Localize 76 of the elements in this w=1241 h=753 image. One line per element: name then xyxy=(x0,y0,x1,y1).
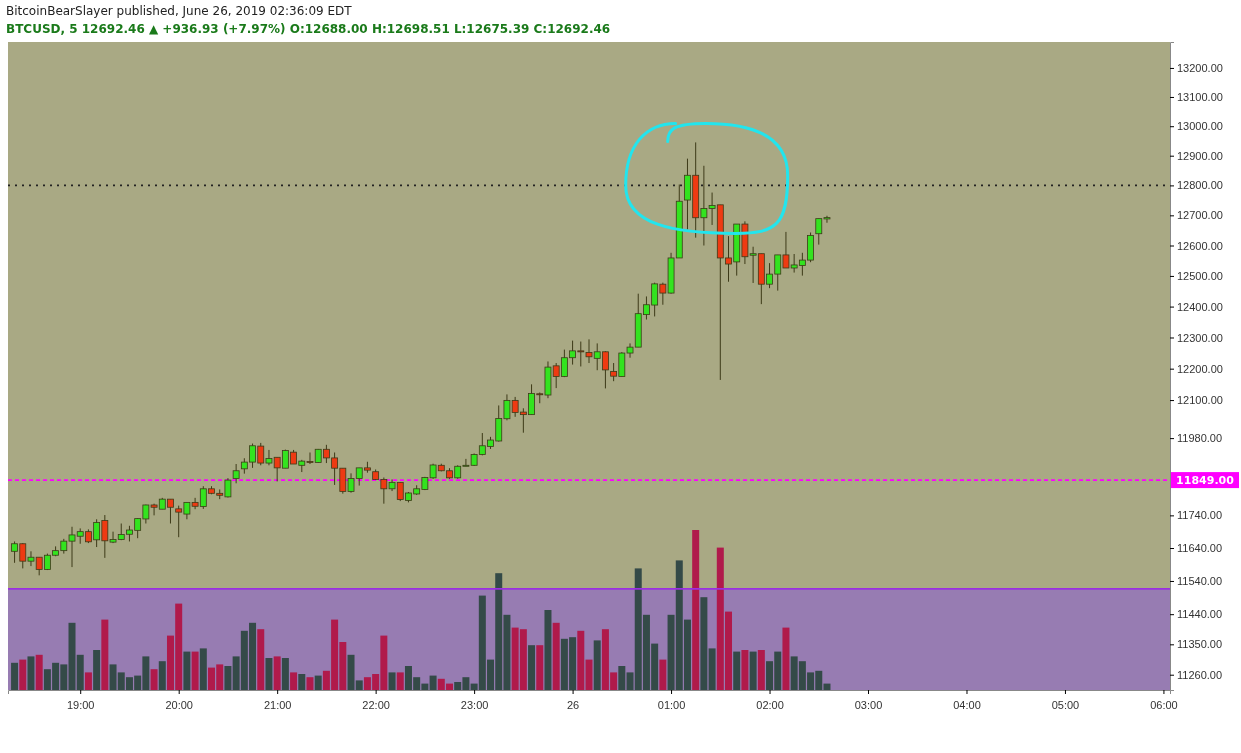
ref-line-label: 11849.00 xyxy=(1176,474,1235,488)
y-tick-label: 11260.00 xyxy=(1177,668,1223,681)
bar xyxy=(158,661,166,690)
y-tick-label: 13200.00 xyxy=(1177,61,1223,74)
x-tick-label: 19:00 xyxy=(66,699,95,712)
bar xyxy=(84,672,92,690)
chart-subtitle: BTCUSD, 5 12692.46 ▲ +936.93 (+7.97%) O:12688.00 H:12698.51 L:12675.39 C:12692.46 xyxy=(6,22,611,36)
bar xyxy=(692,530,700,690)
bar xyxy=(528,645,536,690)
y-tick-label: 12600.00 xyxy=(1177,239,1223,252)
x-tick-label: 06:00 xyxy=(1150,699,1178,712)
bar xyxy=(544,610,552,690)
bar xyxy=(265,658,273,690)
bar xyxy=(708,648,716,690)
bar xyxy=(191,651,199,690)
bar xyxy=(741,650,749,690)
x-tick-label: 21:00 xyxy=(263,699,292,712)
y-tick-label: 12900.00 xyxy=(1177,149,1223,162)
bar xyxy=(782,627,790,690)
y-tick-label: 11740.00 xyxy=(1177,509,1223,522)
x-tick-label: 02:00 xyxy=(756,699,784,712)
bar xyxy=(396,672,404,690)
bar xyxy=(306,677,314,690)
y-tick-label: 12700.00 xyxy=(1177,209,1223,222)
y-tick-label: 12100.00 xyxy=(1177,394,1223,407)
bar xyxy=(150,669,158,690)
bar xyxy=(552,622,560,690)
bar xyxy=(93,650,101,690)
x-tick-label: 26 xyxy=(566,699,580,712)
y-tick-label: 11540.00 xyxy=(1177,574,1223,587)
bar xyxy=(585,659,593,690)
candlestick xyxy=(232,463,240,484)
y-tick-label: 13000.00 xyxy=(1177,120,1223,133)
bar xyxy=(199,648,207,690)
x-tick-label: 05:00 xyxy=(1051,699,1080,712)
y-tick-label: 12200.00 xyxy=(1177,362,1223,375)
bar xyxy=(19,659,27,690)
bar xyxy=(749,651,757,690)
bar xyxy=(101,619,109,690)
x-tick-label: 01:00 xyxy=(657,699,686,712)
bar xyxy=(429,675,437,690)
bar xyxy=(733,651,741,690)
y-tick-label: 13100.00 xyxy=(1177,90,1223,103)
bar xyxy=(224,666,232,690)
bar xyxy=(281,658,289,690)
bar xyxy=(700,597,708,690)
bar xyxy=(577,630,585,690)
y-tick-label: 12300.00 xyxy=(1177,331,1223,344)
bar xyxy=(388,672,396,690)
y-tick-label: 11350.00 xyxy=(1177,638,1223,651)
bar xyxy=(757,650,765,690)
bar xyxy=(298,674,306,690)
y-tick-label: 11440.00 xyxy=(1177,608,1223,621)
x-tick-label: 04:00 xyxy=(953,699,981,712)
x-tick-label: 23:00 xyxy=(460,699,489,712)
bar xyxy=(618,666,626,690)
bar xyxy=(314,675,322,690)
y-tick-label: 12400.00 xyxy=(1177,300,1223,313)
x-tick-label: 03:00 xyxy=(854,699,883,712)
y-tick-label: 12500.00 xyxy=(1177,269,1223,282)
bar xyxy=(183,651,191,690)
chart-title: BitcoinBearSlayer published, June 26, 2019 02:36:09 EDT xyxy=(6,4,353,18)
x-tick-label: 22:00 xyxy=(362,699,390,712)
y-tick-label: 12800.00 xyxy=(1177,179,1223,192)
y-tick-label: 11640.00 xyxy=(1177,542,1223,555)
bar xyxy=(593,640,601,690)
bar xyxy=(290,672,298,690)
y-tick-label: 11980.00 xyxy=(1177,432,1223,445)
bar xyxy=(536,645,544,690)
x-tick-label: 20:00 xyxy=(165,699,193,712)
bar xyxy=(257,629,265,690)
bar xyxy=(659,659,667,690)
bar xyxy=(35,654,43,690)
bar xyxy=(11,662,19,690)
bar xyxy=(273,656,281,690)
bar xyxy=(27,656,35,690)
